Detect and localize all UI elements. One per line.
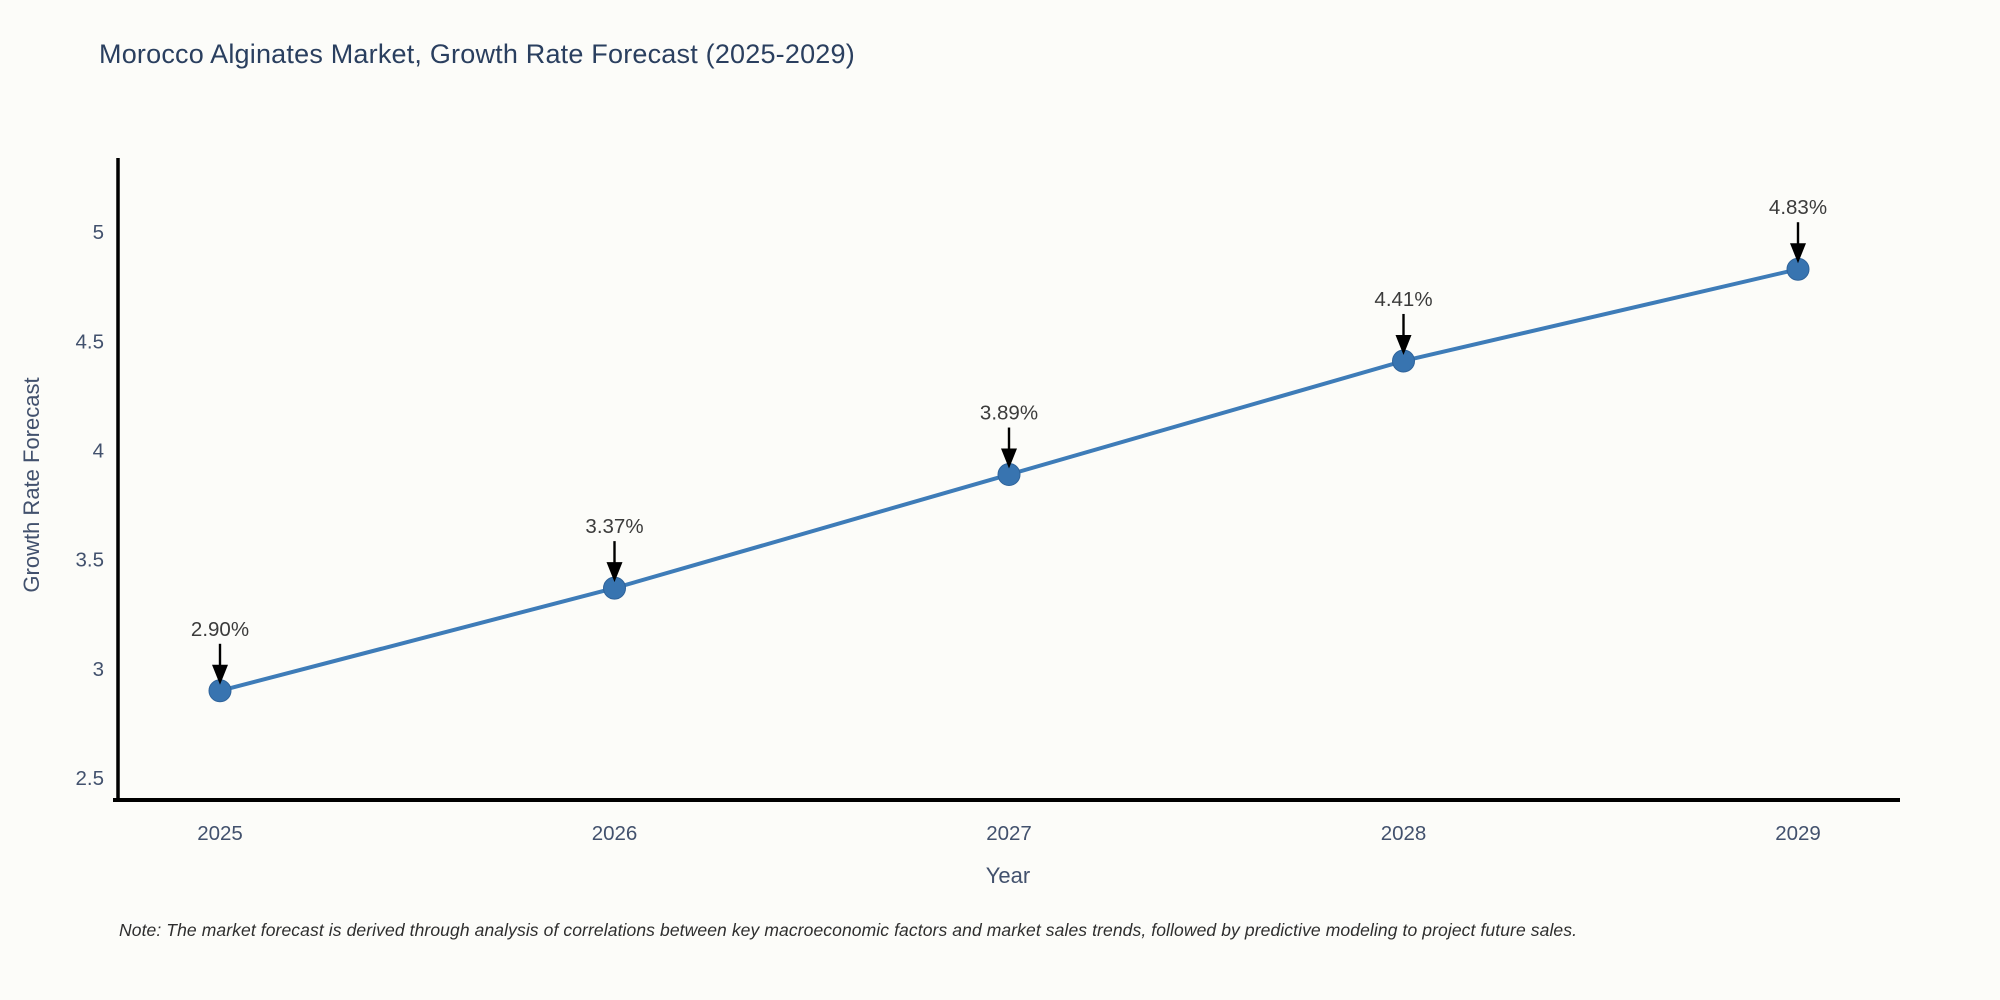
y-tick-label: 2.5 xyxy=(76,767,105,790)
annotation-arrowhead xyxy=(1395,334,1412,355)
y-tick-label: 3 xyxy=(93,658,104,681)
y-tick-label: 3.5 xyxy=(76,549,105,572)
y-tick-label: 5 xyxy=(93,221,104,244)
annotation-arrowhead xyxy=(606,562,623,583)
annotation-arrowhead xyxy=(1001,448,1017,469)
annotation-label: 4.41% xyxy=(1374,288,1432,311)
x-tick-label: 2027 xyxy=(986,822,1032,845)
y-axis-title: Growth Rate Forecast xyxy=(19,377,44,593)
annotation-arrowhead xyxy=(212,664,228,685)
annotation-label: 3.37% xyxy=(585,515,643,538)
footnote: Note: The market forecast is derived thr… xyxy=(119,920,1578,940)
x-tick-label: 2028 xyxy=(1381,822,1427,845)
y-tick-label: 4 xyxy=(93,440,104,463)
annotation-label: 3.89% xyxy=(980,402,1038,425)
x-tick-label: 2026 xyxy=(592,822,638,845)
x-axis-title: Year xyxy=(985,863,1031,888)
annotation-label: 4.83% xyxy=(1769,196,1827,219)
x-tick-label: 2025 xyxy=(197,822,243,845)
x-tick-label: 2029 xyxy=(1775,822,1821,845)
annotation-label: 2.90% xyxy=(191,618,249,641)
chart-title: Morocco Alginates Market, Growth Rate Fo… xyxy=(99,39,855,69)
annotation-arrowhead xyxy=(1790,243,1806,264)
y-tick-label: 4.5 xyxy=(76,330,105,353)
